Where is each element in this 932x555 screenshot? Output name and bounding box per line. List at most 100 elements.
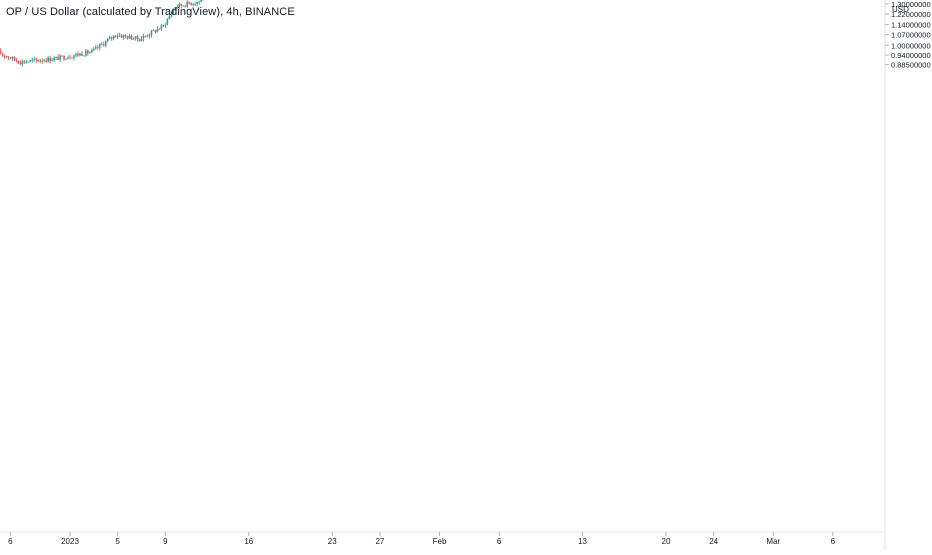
candle-body <box>33 58 36 60</box>
candle-body <box>116 36 119 37</box>
candle-body <box>45 60 47 62</box>
candle-body <box>164 24 167 26</box>
candle-body <box>162 25 165 27</box>
candle-body <box>81 53 83 56</box>
time-tick-label: 2023 <box>61 537 79 546</box>
candle-body <box>13 56 16 60</box>
candle-body <box>87 50 89 54</box>
candle-body <box>35 58 38 60</box>
price-tick-label: 1.30000000 <box>891 0 931 9</box>
currency-label: USD <box>892 5 909 14</box>
candle-body <box>132 38 135 40</box>
candle-body <box>63 55 65 60</box>
candle-body <box>57 56 59 60</box>
candle-body <box>65 58 67 60</box>
candle-body <box>186 1 189 7</box>
candle-body <box>67 57 69 59</box>
candle-body <box>136 36 139 40</box>
symbol-title: OP / US Dollar (calculated by TradingVie… <box>6 6 295 18</box>
candle-body <box>47 57 49 62</box>
candle-body <box>110 37 113 39</box>
time-tick-label: 27 <box>375 537 384 546</box>
candle-body <box>134 36 137 39</box>
candle-body <box>25 61 28 63</box>
candle-body <box>89 52 91 54</box>
candle-body <box>21 61 24 65</box>
candle-body <box>108 37 111 40</box>
candle-body <box>49 57 51 62</box>
candle-body <box>156 29 159 32</box>
candle-body <box>83 55 85 57</box>
candle-body <box>182 5 185 7</box>
candle-body <box>172 9 175 14</box>
price-tick-label: 1.14000000 <box>891 21 931 30</box>
candle-body <box>198 1 200 3</box>
time-tick-label: Feb <box>433 537 447 546</box>
candle-body <box>79 53 81 56</box>
candle-body <box>93 48 95 51</box>
time-tick-label: 24 <box>709 537 718 546</box>
candle-body <box>5 56 8 58</box>
candle-body <box>148 35 151 37</box>
candle-body <box>166 19 169 25</box>
candle-body <box>37 59 40 62</box>
time-tick-label: 9 <box>163 537 168 546</box>
candle-body <box>39 60 41 62</box>
candle-body <box>100 44 103 46</box>
time-tick-label: 6 <box>8 537 13 546</box>
price-tick-label: 0.94000000 <box>891 51 931 60</box>
candle-body <box>188 1 190 4</box>
candle-body <box>170 13 173 17</box>
candle-body <box>91 50 93 53</box>
candle-body <box>154 30 157 32</box>
candle-body <box>160 25 163 30</box>
candle-body <box>122 35 125 38</box>
candle-body <box>196 2 198 4</box>
candle-body <box>178 3 181 7</box>
candle-body <box>106 39 109 42</box>
candle-body <box>168 16 171 20</box>
time-tick-label: 20 <box>662 537 671 546</box>
candle-body <box>17 60 20 64</box>
candle-body <box>120 35 123 38</box>
candle-body <box>53 57 55 61</box>
candle-body <box>144 35 147 37</box>
candle-body <box>43 60 45 62</box>
price-tick-label: 1.07000000 <box>891 31 931 40</box>
candle-body <box>140 38 143 42</box>
price-axis-background <box>885 0 932 550</box>
time-axis-layer: 6 2023 5 9 16 23 27 Feb 6 13 20 24 Mar 6 <box>0 531 885 546</box>
candle-body <box>194 3 196 5</box>
candle-body <box>176 6 179 8</box>
candle-body <box>128 35 131 39</box>
time-tick-label: Mar <box>766 537 780 546</box>
candle-body <box>55 56 57 58</box>
candle-body <box>1 53 4 55</box>
candle-body <box>180 3 183 6</box>
candle-body <box>130 35 133 40</box>
candle-body <box>184 5 187 7</box>
candle-body <box>104 41 107 46</box>
candles-layer <box>0 0 204 67</box>
candle-body <box>77 53 79 56</box>
candle-body <box>11 56 14 59</box>
candle-body <box>15 59 18 61</box>
candle-body <box>69 57 71 59</box>
candle-body <box>126 36 129 39</box>
candle-body <box>0 50 2 54</box>
candle-body <box>150 30 153 36</box>
candle-body <box>29 60 32 62</box>
time-tick-label: 13 <box>578 537 587 546</box>
candle-body <box>152 30 155 32</box>
candle-body <box>190 3 192 5</box>
candle-body <box>73 55 75 58</box>
candle-body <box>192 4 194 5</box>
candle-body <box>19 63 22 65</box>
candle-body <box>99 44 101 48</box>
candle-body <box>138 39 141 42</box>
candle-body <box>3 54 6 57</box>
candle-body <box>146 35 149 37</box>
